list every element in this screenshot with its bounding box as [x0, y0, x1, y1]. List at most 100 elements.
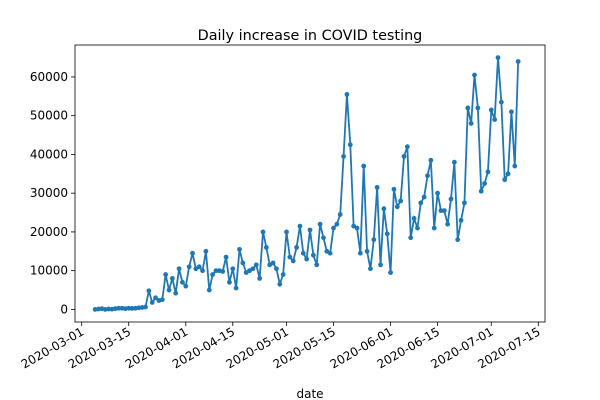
point: [280, 272, 286, 277]
point: [482, 181, 487, 186]
point: [441, 208, 447, 214]
point: [478, 188, 484, 194]
point: [223, 254, 229, 260]
point: [404, 144, 410, 150]
point: [250, 266, 256, 272]
point: [284, 229, 289, 235]
point: [277, 281, 283, 287]
y-tick-label: 10000: [30, 264, 68, 278]
point: [472, 72, 477, 78]
point: [213, 268, 219, 274]
point: [173, 290, 179, 296]
point: [203, 248, 209, 254]
point: [310, 252, 316, 258]
point: [290, 258, 296, 264]
point: [465, 105, 471, 111]
point: [227, 279, 232, 285]
point: [169, 276, 175, 281]
point: [196, 264, 202, 270]
point: [451, 159, 457, 165]
point: [394, 204, 400, 210]
point: [347, 142, 353, 148]
point: [180, 279, 185, 285]
point: [183, 283, 189, 289]
plot-frame: [74, 44, 546, 323]
point: [237, 246, 242, 252]
point: [274, 266, 279, 272]
point: [361, 163, 367, 169]
point: [270, 260, 276, 266]
point: [435, 190, 440, 196]
point: [381, 206, 387, 212]
point: [327, 250, 333, 256]
point: [331, 225, 336, 231]
point: [314, 262, 320, 268]
y-tick-label: 50000: [30, 109, 68, 123]
point: [364, 248, 370, 254]
point: [488, 107, 494, 113]
point: [210, 272, 216, 277]
point: [378, 262, 383, 268]
point: [509, 109, 514, 115]
point: [505, 171, 511, 177]
point: [337, 212, 343, 217]
point: [344, 91, 350, 97]
point: [294, 245, 299, 250]
point: [462, 200, 467, 206]
point: [475, 105, 481, 111]
point: [425, 173, 430, 179]
point: [304, 256, 310, 262]
point: [240, 260, 246, 266]
point: [321, 235, 326, 241]
point: [415, 225, 420, 231]
x-axis-label: date: [296, 387, 323, 400]
point: [498, 99, 504, 105]
point: [515, 59, 521, 64]
point: [159, 297, 165, 303]
point: [468, 121, 474, 126]
point: [448, 196, 454, 202]
y-tick-label: 60000: [30, 70, 68, 84]
point: [418, 200, 424, 206]
point: [384, 231, 390, 237]
point: [200, 268, 205, 274]
point: [153, 295, 158, 301]
point: [431, 225, 437, 231]
point: [485, 169, 491, 175]
point: [166, 287, 172, 293]
point: [297, 223, 303, 229]
point: [455, 237, 461, 243]
point: [307, 227, 313, 233]
point: [401, 153, 407, 159]
point: [354, 225, 360, 231]
point: [388, 270, 393, 276]
point: [116, 305, 122, 311]
point: [317, 221, 323, 227]
point: [220, 269, 226, 274]
point: [438, 208, 444, 214]
y-tick-label: 0: [60, 302, 68, 316]
point: [408, 235, 414, 241]
point: [190, 250, 195, 256]
point: [357, 250, 363, 256]
y-tick-label: 40000: [30, 147, 68, 161]
point: [233, 285, 239, 291]
point: [257, 276, 263, 281]
point: [176, 266, 182, 272]
point: [495, 55, 501, 60]
point: [206, 287, 212, 293]
point: [411, 215, 417, 221]
point: [146, 288, 152, 294]
point: [287, 254, 293, 260]
point: [300, 250, 306, 256]
point: [230, 266, 236, 272]
point: [391, 186, 397, 192]
y-tick-label: 20000: [30, 225, 68, 239]
point: [502, 177, 508, 183]
point: [263, 245, 269, 250]
point: [398, 198, 404, 204]
point: [163, 272, 169, 277]
point: [512, 163, 518, 169]
point: [260, 229, 266, 235]
